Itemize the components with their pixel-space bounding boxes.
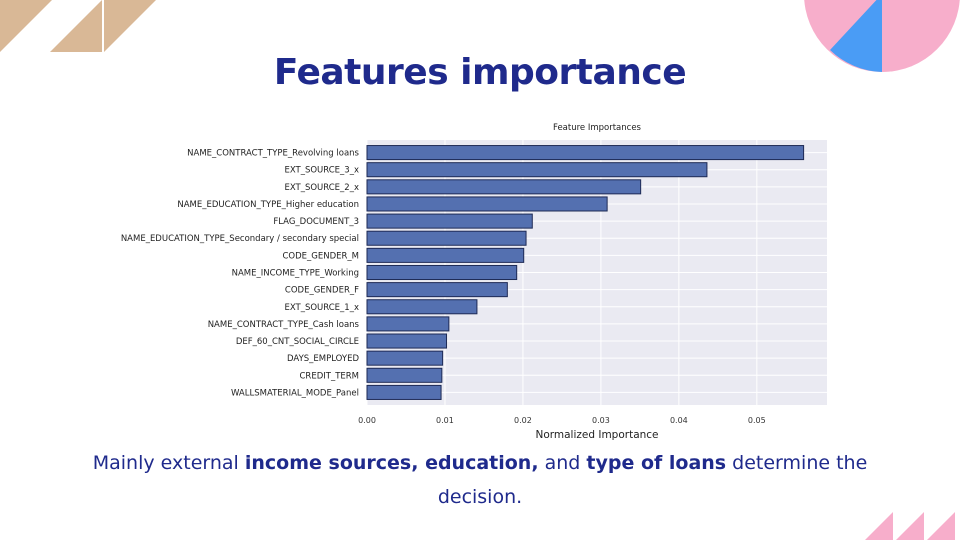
decor-triangle <box>0 0 52 52</box>
chart-title: Feature Importances <box>553 123 642 133</box>
decor-triangle <box>865 512 893 540</box>
caption-text: determine the decision. <box>437 452 868 508</box>
decor-triangle <box>927 512 955 540</box>
corner-pie-top-right <box>804 0 960 72</box>
y-tick-label: CODE_GENDER_M <box>282 251 359 261</box>
y-tick-label: NAME_EDUCATION_TYPE_Higher education <box>177 200 359 210</box>
corner-triangles-top-left <box>0 0 156 52</box>
bar <box>366 145 805 161</box>
y-tick-label: DEF_60_CNT_SOCIAL_CIRCLE <box>236 337 359 347</box>
bar <box>366 196 608 212</box>
bar <box>366 316 450 332</box>
feature-importance-chart: 0.00 0.01 0.02 0.03 0.04 0.05 NAME_CONTRACT_TY… <box>121 123 827 441</box>
bar <box>366 247 525 263</box>
y-tick-label: NAME_CONTRACT_TYPE_Revolving loans <box>187 149 359 159</box>
decor-triangle <box>896 512 924 540</box>
corner-triangles-bottom-right <box>865 512 955 540</box>
bar <box>366 299 478 315</box>
x-tick-label: 0.04 <box>670 416 688 425</box>
x-tick-label: 0.05 <box>748 416 766 425</box>
caption-bold-text: income sources, education, <box>244 452 539 474</box>
y-tick-label: WALLSMATERIAL_MODE_Panel <box>231 388 359 398</box>
y-tick-label: NAME_INCOME_TYPE_Working <box>232 269 359 279</box>
x-tick-label: 0.00 <box>358 416 376 425</box>
y-tick-label: EXT_SOURCE_3_x <box>284 166 359 176</box>
caption-text: Mainly external <box>92 452 245 474</box>
x-tick-label: 0.03 <box>592 416 610 425</box>
bar <box>366 162 708 178</box>
decor-triangle <box>50 0 102 52</box>
y-tick-label: FLAG_DOCUMENT_3 <box>273 217 359 227</box>
x-tick-label: 0.01 <box>436 416 454 425</box>
y-tick-label: EXT_SOURCE_1_x <box>284 303 359 313</box>
bar <box>366 179 642 195</box>
decor-pie-slice <box>830 0 882 72</box>
slide-title: Features importance <box>273 52 687 93</box>
bar <box>366 333 448 349</box>
bar <box>366 230 527 246</box>
y-tick-label: EXT_SOURCE_2_x <box>284 183 359 193</box>
bar <box>366 350 444 366</box>
decor-triangle <box>104 0 156 52</box>
y-tick-label: NAME_CONTRACT_TYPE_Cash loans <box>208 320 360 330</box>
y-tick-label: CREDIT_TERM <box>299 371 359 381</box>
bar <box>366 282 508 298</box>
bar <box>366 213 533 229</box>
y-tick-label: NAME_EDUCATION_TYPE_Secondary / secondar… <box>121 234 359 244</box>
caption-bold-text: type of loans <box>586 452 727 474</box>
slide-caption: Mainly external income sources, educatio… <box>90 446 870 514</box>
bar <box>366 384 442 400</box>
bar <box>366 367 443 383</box>
caption-text: and <box>538 452 587 474</box>
y-tick-label: DAYS_EMPLOYED <box>287 354 359 364</box>
bar <box>366 264 518 281</box>
x-axis-label: Normalized Importance <box>535 429 658 441</box>
x-tick-label: 0.02 <box>514 416 532 425</box>
y-tick-label: CODE_GENDER_F <box>285 286 359 296</box>
